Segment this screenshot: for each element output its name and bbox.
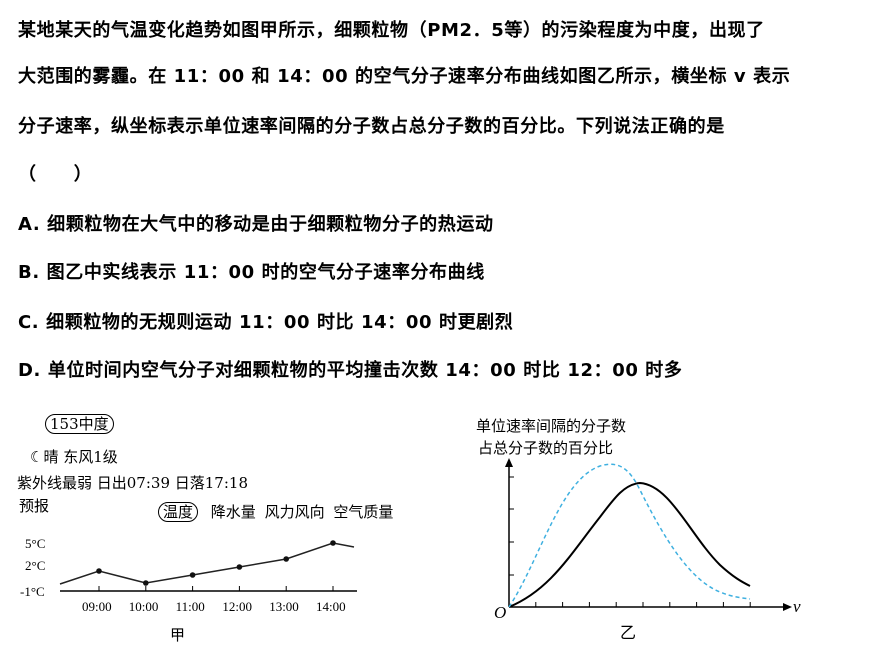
y-arrow bbox=[505, 458, 513, 467]
temperature-chart: 09:00 10:00 11:00 12:00 13:00 14:00 5°C 2°C -… bbox=[20, 536, 357, 614]
tab-temperature[interactable]: 温度 bbox=[158, 502, 199, 522]
x-tick-label: 09:00 bbox=[82, 599, 112, 614]
speed-distribution-chart: 单位速率间隔的分子数 占总分子数的百分比 O v 乙 bbox=[476, 417, 801, 642]
option-a[interactable]: A. 细颗粒物在大气中的移动是由于细颗粒物分子的热运动 bbox=[18, 214, 494, 235]
question-line-1: 某地某天的气温变化趋势如图甲所示，细颗粒物（PM2．5等）的污染程度为中度，出现… bbox=[18, 20, 765, 41]
forecast-label: 预报 bbox=[19, 497, 50, 515]
x-tick-label: 13:00 bbox=[269, 599, 299, 614]
x-tick-label: 14:00 bbox=[316, 599, 346, 614]
weather-text: 晴 东风1级 bbox=[43, 448, 118, 466]
solid-curve-line bbox=[508, 481, 751, 608]
caption-jia: 甲 bbox=[170, 626, 186, 644]
origin-label: O bbox=[494, 603, 506, 622]
option-d[interactable]: D. 单位时间内空气分子对细颗粒物的平均撞击次数 14：00 时比 12：00 … bbox=[18, 360, 683, 381]
y-label-1: 单位速率间隔的分子数 bbox=[476, 417, 626, 435]
temperature-point bbox=[143, 580, 149, 586]
moon-icon: ☾ bbox=[30, 448, 44, 466]
x-axis-label: v bbox=[793, 597, 801, 616]
y-tick: 5°C bbox=[25, 536, 45, 551]
temperature-point bbox=[96, 568, 102, 574]
temperature-point bbox=[283, 556, 290, 562]
tab-air-quality[interactable]: 空气质量 bbox=[333, 503, 394, 521]
tab-wind[interactable]: 风力风向 bbox=[264, 503, 325, 521]
temperature-point bbox=[330, 540, 336, 546]
temperature-point bbox=[189, 572, 196, 578]
aqi-badge: 153中度 bbox=[45, 414, 114, 434]
dashed-curve-line bbox=[508, 463, 751, 608]
tab-precipitation[interactable]: 降水量 bbox=[210, 503, 256, 521]
y-tick: 2°C bbox=[25, 558, 45, 573]
x-tick-label: 10:00 bbox=[129, 599, 159, 614]
x-tick-label: 12:00 bbox=[222, 599, 252, 614]
temperature-point bbox=[236, 564, 243, 570]
option-b[interactable]: B. 图乙中实线表示 11：00 时的空气分子速率分布曲线 bbox=[18, 262, 485, 283]
question-line-2: 大范围的雾霾。在 11：00 和 14：00 的空气分子速率分布曲线如图乙所示，… bbox=[18, 66, 791, 87]
x-tick-label: 11:00 bbox=[176, 599, 205, 614]
question-line-3: 分子速率，纵坐标表示单位速率间隔的分子数占总分子数的百分比。下列说法正确的是 bbox=[18, 116, 725, 137]
temperature-line bbox=[59, 542, 355, 585]
option-c[interactable]: C. 细颗粒物的无规则运动 11：00 时比 14：00 时更剧烈 bbox=[18, 312, 514, 333]
x-arrow bbox=[783, 603, 792, 611]
y-label-2: 占总分子数的百分比 bbox=[478, 439, 613, 457]
caption-yi: 乙 bbox=[620, 623, 636, 642]
uv-sun-text: 紫外线最弱 日出07:39 日落17:18 bbox=[17, 474, 248, 492]
y-tick: -1°C bbox=[20, 584, 45, 599]
question-blank: （ ） bbox=[18, 164, 93, 185]
